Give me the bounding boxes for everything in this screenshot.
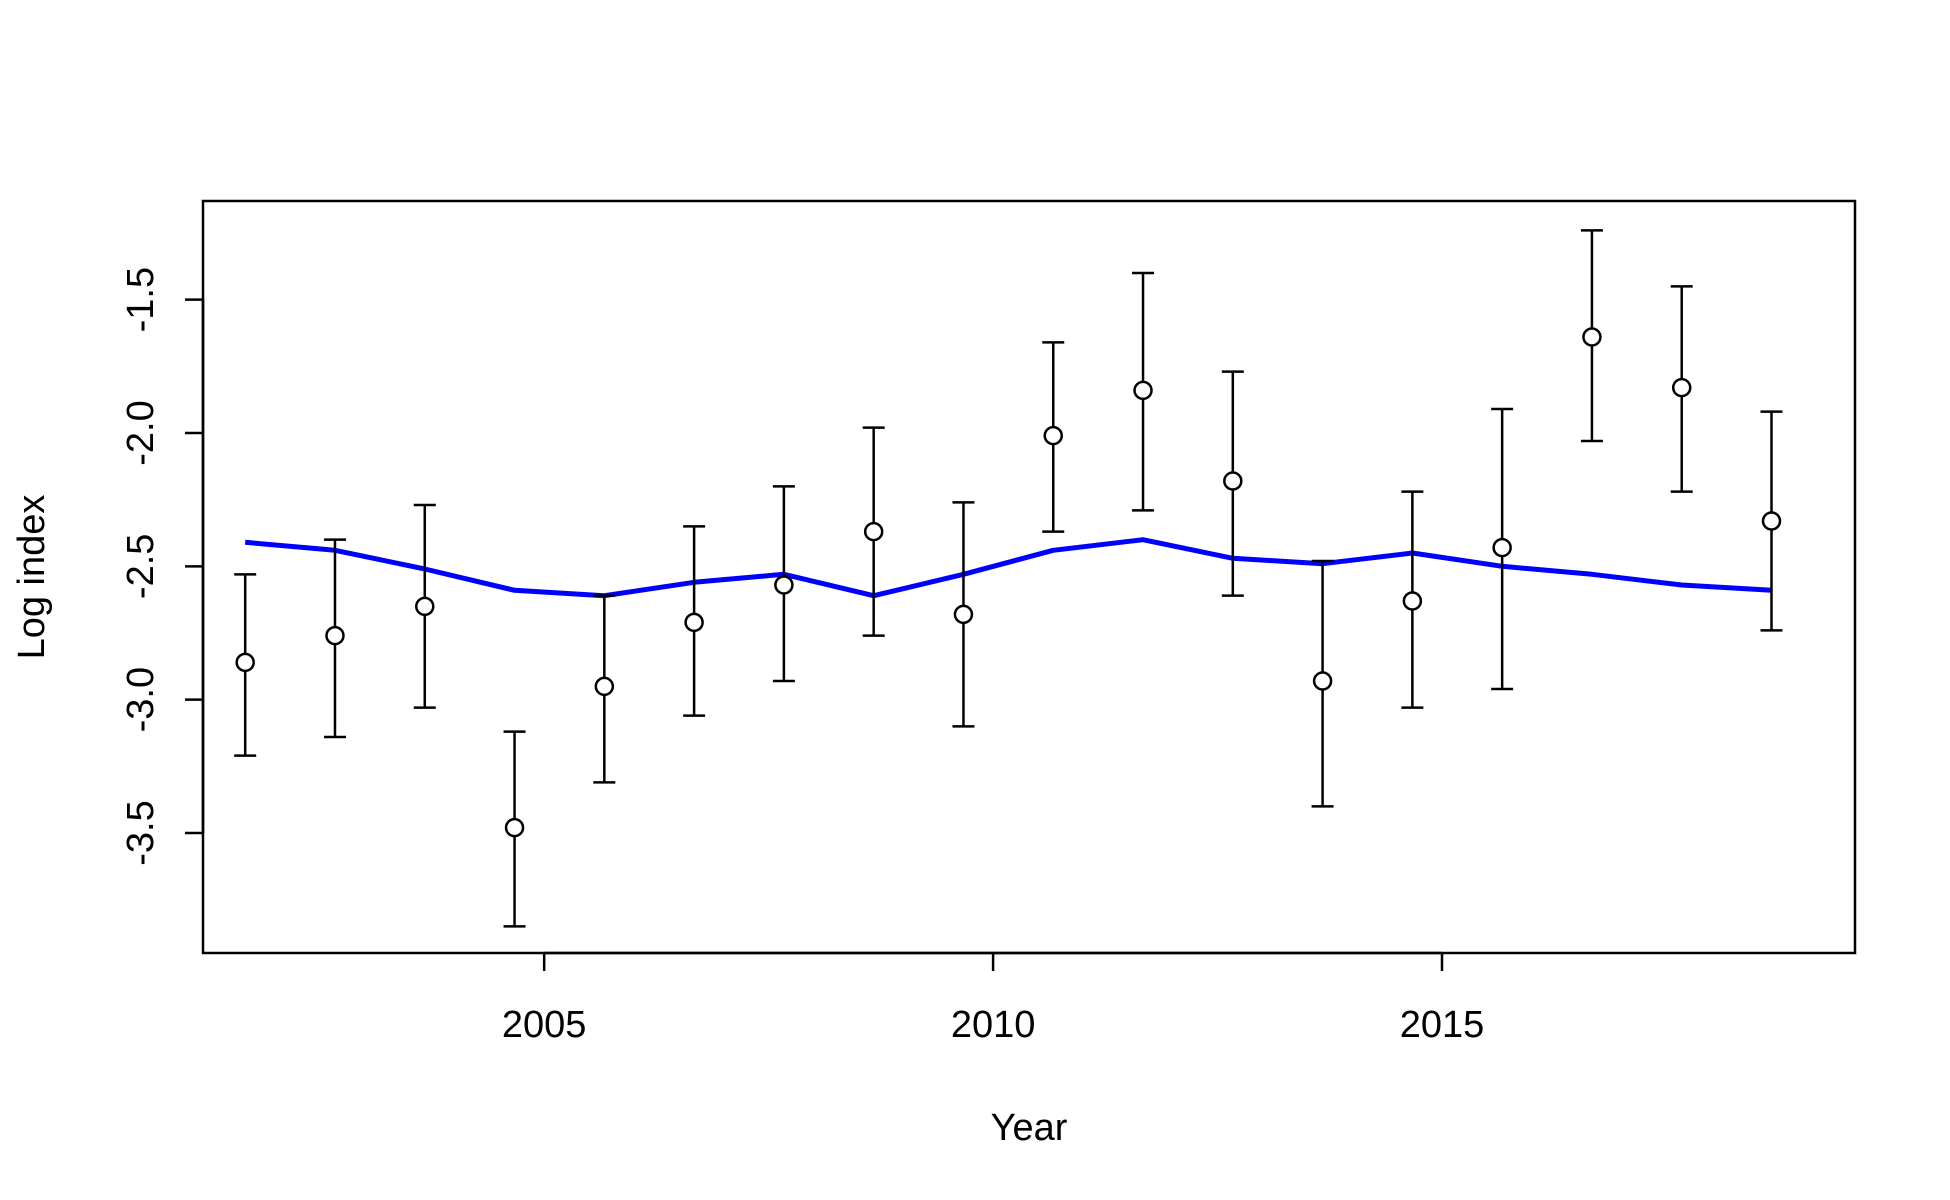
y-tick-label: -3.5 bbox=[120, 800, 162, 865]
y-tick-label: -1.5 bbox=[120, 267, 162, 332]
y-axis: -3.5 -3.0 -2.5 -2.0 -1.5 bbox=[120, 267, 205, 866]
data-point bbox=[684, 612, 704, 633]
y-tick-label: -3.0 bbox=[120, 667, 162, 732]
data-point bbox=[1402, 591, 1423, 611]
x-tick-label: 2010 bbox=[951, 1004, 1036, 1046]
x-axis: 2005 2010 2015 bbox=[502, 951, 1485, 1046]
point-layer bbox=[235, 327, 1782, 838]
data-point bbox=[774, 575, 794, 595]
data-point bbox=[594, 676, 615, 697]
y-tick-label: -2.5 bbox=[120, 534, 162, 599]
y-tick-label: -2.0 bbox=[120, 400, 162, 465]
data-point bbox=[1492, 537, 1512, 558]
data-point bbox=[1582, 327, 1602, 347]
x-tick-label: 2015 bbox=[1400, 1004, 1485, 1046]
data-point bbox=[415, 596, 435, 617]
data-point bbox=[1761, 511, 1782, 531]
data-point bbox=[235, 652, 255, 673]
data-point bbox=[953, 604, 974, 625]
data-point bbox=[1043, 425, 1063, 446]
data-point bbox=[1223, 471, 1243, 491]
fit-line-layer bbox=[244, 537, 1772, 599]
data-point bbox=[325, 625, 345, 646]
data-point bbox=[504, 817, 525, 838]
y-axis-label: Log index bbox=[11, 495, 53, 660]
x-axis-label: Year bbox=[991, 1107, 1068, 1149]
data-point bbox=[1671, 377, 1692, 398]
data-point bbox=[1133, 380, 1153, 401]
data-point bbox=[863, 521, 884, 542]
fit-line bbox=[244, 537, 1772, 599]
x-tick-label: 2005 bbox=[502, 1004, 587, 1046]
data-point bbox=[1312, 671, 1333, 691]
